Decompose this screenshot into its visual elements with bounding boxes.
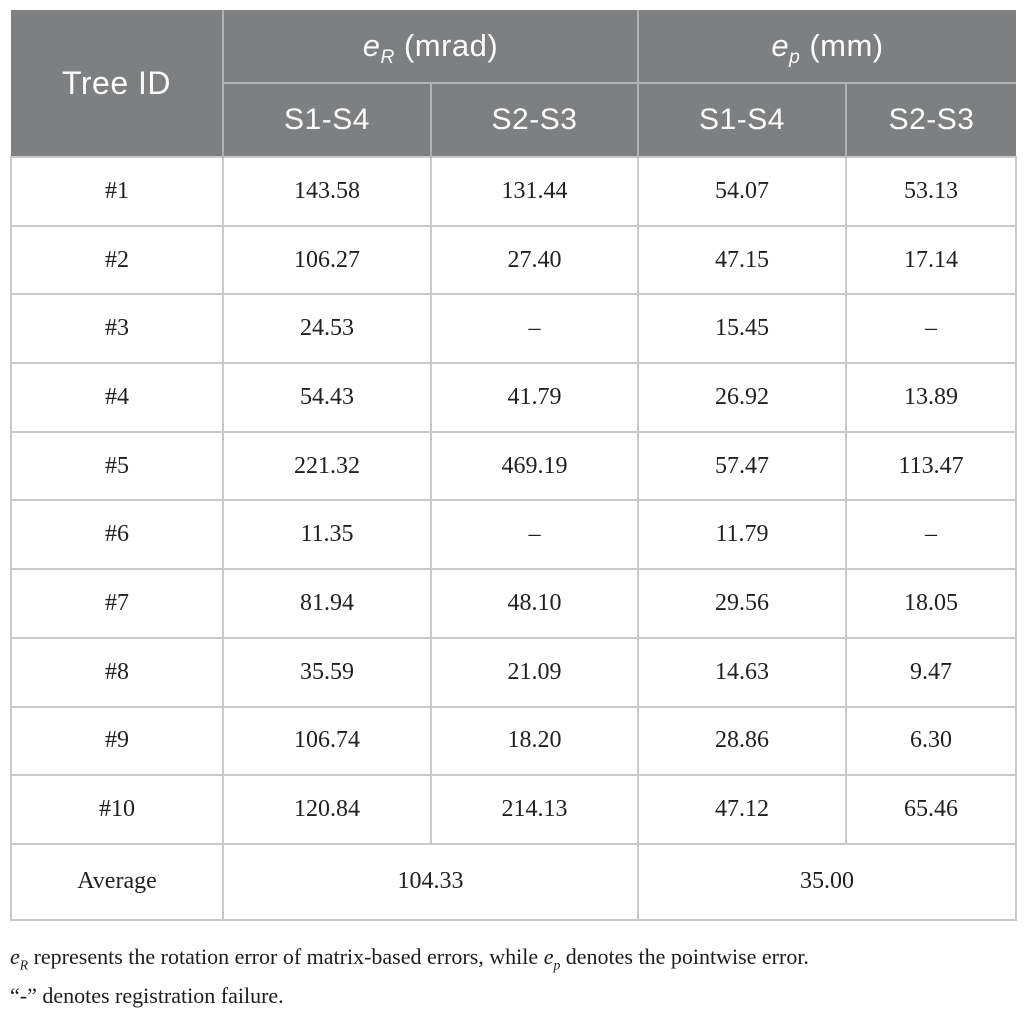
ep-subscript: p [789, 47, 801, 69]
value-cell: 14.63 [637, 636, 847, 708]
value-cell: 15.45 [637, 293, 847, 365]
table-header: Tree ID eR (mrad) ep (mm) S1-S4 S2-S3 S1-S… [11, 10, 1017, 157]
table-row: #10 120.84 214.13 47.12 65.46 [10, 774, 1018, 845]
footnote-line-2: “-” denotes registration failure. [10, 982, 284, 1008]
value-cell: 54.07 [637, 156, 847, 227]
average-ep-cell: 35.00 [636, 842, 1018, 921]
er-s2s3-header: S2-S3 [430, 82, 638, 157]
er-group-header: eR (mrad) [222, 10, 638, 83]
value-cell: 21.09 [430, 636, 639, 708]
table-row: #7 81.94 48.10 29.56 18.05 [10, 568, 1018, 639]
tree-id-cell: #4 [10, 362, 224, 433]
value-cell: 221.32 [222, 430, 432, 502]
footnote-text-2: denotes the pointwise error. [560, 943, 809, 969]
er-subscript: R [380, 47, 395, 69]
value-cell: 9.47 [844, 636, 1018, 708]
average-label-cell: Average [10, 842, 224, 921]
er-s1s4-header: S1-S4 [222, 82, 431, 157]
table-row: #2 106.27 27.40 47.15 17.14 [10, 224, 1018, 296]
value-cell: 106.74 [222, 705, 432, 777]
value-cell: 47.12 [637, 774, 847, 845]
value-cell: 143.58 [222, 156, 432, 227]
value-cell: 41.79 [430, 362, 639, 433]
value-cell: – [430, 293, 639, 365]
value-cell: 131.44 [430, 156, 639, 227]
footnote-er-symbol: e [10, 943, 20, 969]
table-row: #8 35.59 21.09 14.63 9.47 [10, 636, 1018, 708]
value-cell: 17.14 [844, 224, 1018, 296]
ep-unit: (mm) [809, 28, 884, 63]
sub-header-row: S1-S4 S2-S3 S1-S4 S2-S3 [11, 82, 1017, 157]
table-row: #3 24.53 – 15.45 – [10, 293, 1018, 365]
value-cell: – [844, 293, 1018, 365]
table-row: #9 106.74 18.20 28.86 6.30 [10, 705, 1018, 777]
value-cell: 53.13 [844, 156, 1018, 227]
value-cell: 47.15 [637, 224, 847, 296]
table-row: #1 143.58 131.44 54.07 53.13 [10, 156, 1018, 227]
value-cell: 214.13 [430, 774, 639, 845]
tree-id-cell: #6 [10, 499, 224, 571]
value-cell: 57.47 [637, 430, 847, 502]
ep-s2s3-header: S2-S3 [844, 82, 1017, 157]
value-cell: 469.19 [430, 430, 639, 502]
tree-id-cell: #3 [10, 293, 224, 365]
tree-id-cell: #1 [10, 156, 224, 227]
error-results-table: Tree ID eR (mrad) ep (mm) S1-S4 S2-S3 S1-S… [10, 10, 1018, 921]
value-cell: 48.10 [430, 568, 639, 639]
average-row: Average 104.33 35.00 [10, 842, 1018, 921]
er-unit: (mrad) [403, 28, 499, 63]
value-cell: 18.20 [430, 705, 639, 777]
value-cell: 24.53 [222, 293, 432, 365]
tree-id-cell: #9 [10, 705, 224, 777]
value-cell: 35.59 [222, 636, 432, 708]
tree-id-cell: #7 [10, 568, 224, 639]
table-row: #5 221.32 469.19 57.47 113.47 [10, 430, 1018, 502]
ep-group-header: ep (mm) [636, 10, 1017, 83]
tree-id-cell: #10 [10, 774, 224, 845]
footnote-text-1: represents the rotation error of matrix-… [28, 943, 544, 969]
value-cell: 28.86 [637, 705, 847, 777]
footnote-er-subscript: R [19, 957, 29, 973]
value-cell: 27.40 [430, 224, 639, 296]
tree-id-header: Tree ID [11, 10, 223, 157]
ep-symbol: e [771, 28, 790, 63]
footnote-ep-symbol: e [543, 943, 554, 969]
tree-id-cell: #8 [10, 636, 224, 708]
value-cell: 26.92 [637, 362, 847, 433]
value-cell: 81.94 [222, 568, 432, 639]
tree-id-cell: #5 [10, 430, 224, 502]
tree-id-cell: #2 [10, 224, 224, 296]
value-cell: 13.89 [844, 362, 1018, 433]
group-header-row: Tree ID eR (mrad) ep (mm) [11, 10, 1017, 157]
value-cell: 106.27 [222, 224, 432, 296]
value-cell: 54.43 [222, 362, 432, 433]
value-cell: 11.79 [637, 499, 847, 571]
value-cell: 113.47 [844, 430, 1018, 502]
value-cell: 11.35 [222, 499, 432, 571]
footnote-ep-subscript: p [553, 957, 561, 973]
value-cell: – [844, 499, 1018, 571]
value-cell: 29.56 [637, 568, 847, 639]
ep-s1s4-header: S1-S4 [637, 82, 846, 157]
average-er-cell: 104.33 [222, 842, 639, 921]
er-symbol: e [362, 28, 381, 63]
table-row: #6 11.35 – 11.79 – [10, 499, 1018, 571]
value-cell: 65.46 [844, 774, 1018, 845]
value-cell: 120.84 [222, 774, 432, 845]
value-cell: – [430, 499, 639, 571]
value-cell: 6.30 [844, 705, 1018, 777]
table-row: #4 54.43 41.79 26.92 13.89 [10, 362, 1018, 433]
table-footnote: eR represents the rotation error of matr… [10, 937, 1015, 1015]
table-body: #1 143.58 131.44 54.07 53.13 #2 106.27 2… [10, 156, 1018, 921]
value-cell: 18.05 [844, 568, 1018, 639]
